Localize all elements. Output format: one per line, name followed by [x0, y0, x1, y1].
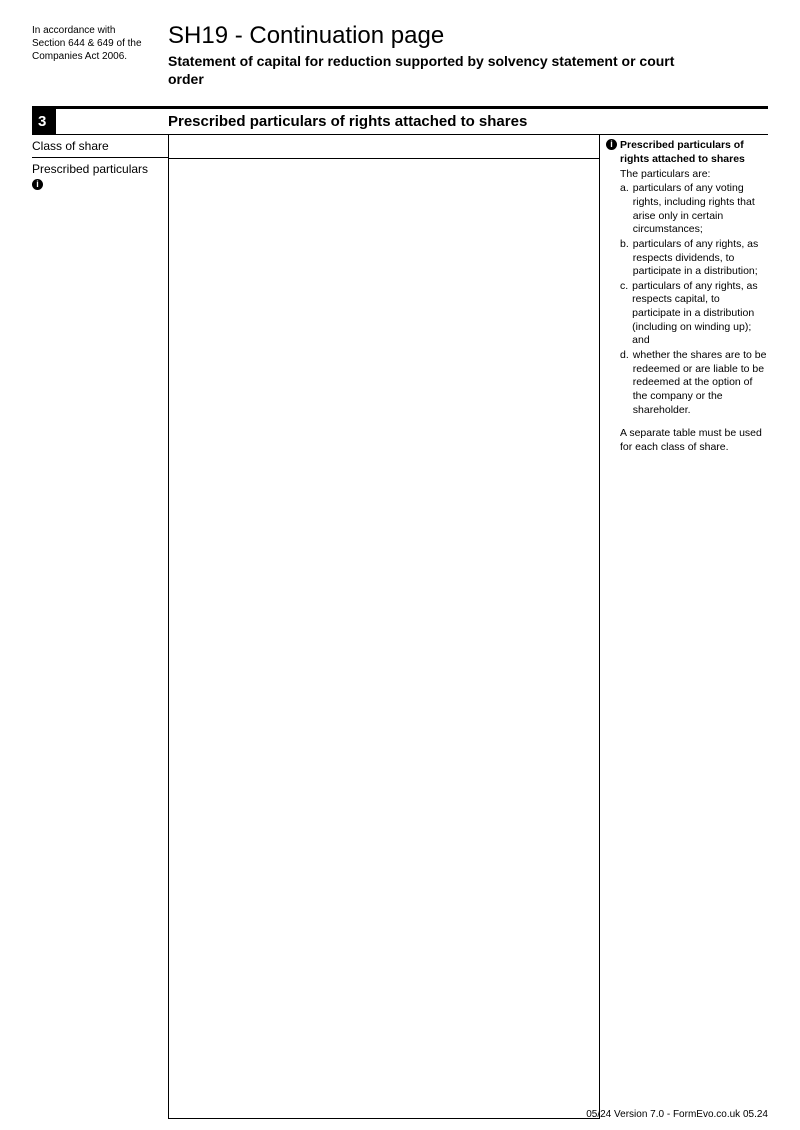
notes-letter: b.: [620, 238, 629, 279]
guidance-notes: i Prescribed particulars of rights attac…: [600, 135, 768, 1119]
section-title: Prescribed particulars of rights attache…: [168, 109, 768, 134]
notes-separate: A separate table must be used for each c…: [606, 427, 768, 454]
footer-version: 05/24 Version 7.0 - FormEvo.co.uk 05.24: [586, 1109, 768, 1120]
section-header: 3 Prescribed particulars of rights attac…: [32, 109, 768, 135]
notes-text: particulars of any rights, as respects d…: [633, 238, 768, 279]
accordance-text: In accordance with Section 644 & 649 of …: [32, 22, 150, 88]
prescribed-particulars-label: Prescribed particulars i: [32, 158, 168, 194]
notes-intro: The particulars are:: [606, 168, 768, 182]
class-of-share-label: Class of share: [32, 135, 168, 158]
notes-list: a. particulars of any voting rights, inc…: [606, 182, 768, 417]
class-of-share-input[interactable]: [169, 135, 599, 159]
info-icon: i: [32, 179, 43, 190]
left-label-column: Class of share Prescribed particulars i: [32, 135, 168, 1119]
section-gap: [56, 109, 168, 134]
notes-letter: a.: [620, 182, 629, 237]
notes-text: particulars of any rights, as respects c…: [632, 280, 768, 348]
prescribed-particulars-input[interactable]: [169, 159, 599, 1119]
prescribed-particulars-text: Prescribed particulars: [32, 162, 148, 176]
form-body: Class of share Prescribed particulars i …: [32, 135, 768, 1119]
section-number: 3: [32, 109, 56, 134]
notes-item-c: c. particulars of any rights, as respect…: [620, 280, 768, 348]
notes-heading-row: i Prescribed particulars of rights attac…: [606, 139, 768, 166]
input-column: [168, 135, 600, 1119]
form-subtitle: Statement of capital for reduction suppo…: [168, 52, 688, 88]
notes-text: particulars of any voting rights, includ…: [633, 182, 768, 237]
notes-letter: d.: [620, 349, 629, 417]
info-icon: i: [606, 139, 617, 150]
notes-heading: Prescribed particulars of rights attache…: [620, 139, 768, 166]
notes-item-d: d. whether the shares are to be redeemed…: [620, 349, 768, 417]
notes-text: whether the shares are to be redeemed or…: [633, 349, 768, 417]
title-block: SH19 - Continuation page Statement of ca…: [168, 22, 768, 88]
form-title: SH19 - Continuation page: [168, 22, 768, 50]
notes-letter: c.: [620, 280, 628, 348]
notes-item-b: b. particulars of any rights, as respect…: [620, 238, 768, 279]
notes-item-a: a. particulars of any voting rights, inc…: [620, 182, 768, 237]
header-row: In accordance with Section 644 & 649 of …: [32, 22, 768, 88]
form-page: In accordance with Section 644 & 649 of …: [0, 0, 800, 1119]
